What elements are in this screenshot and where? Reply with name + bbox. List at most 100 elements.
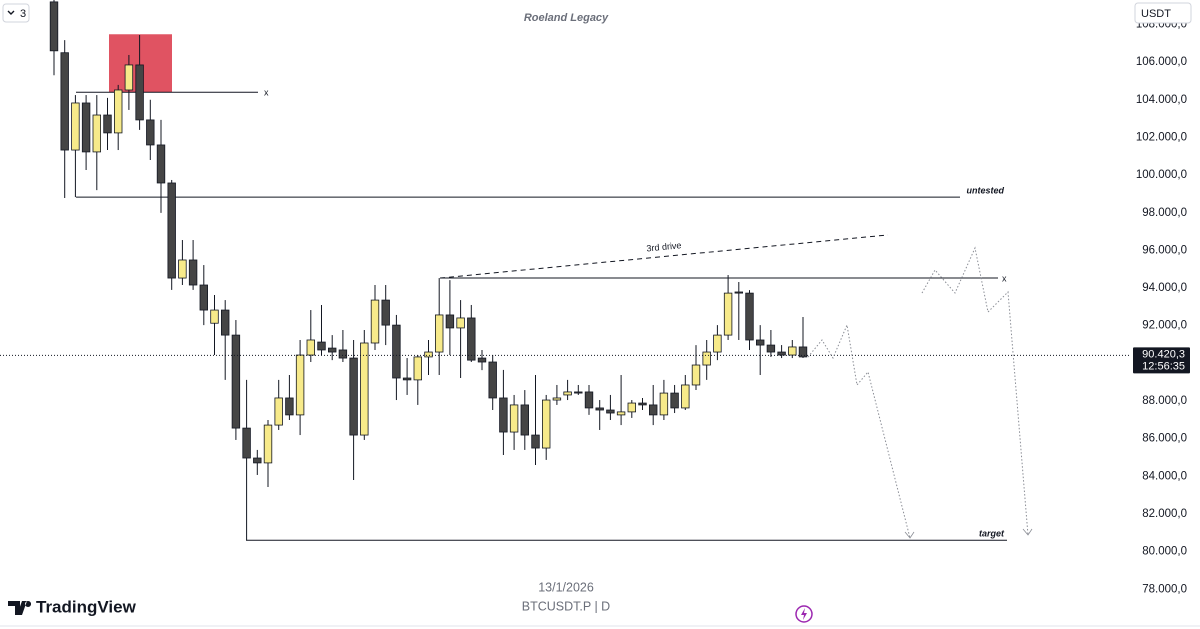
last-price-label: 90.420,3 <box>1142 348 1185 360</box>
candle-body <box>360 342 369 436</box>
candle-body <box>520 404 529 436</box>
candle-body <box>370 299 380 344</box>
candle-body <box>434 314 444 353</box>
candle-body <box>349 357 358 436</box>
candle-body <box>413 356 422 381</box>
candle-body <box>477 357 487 363</box>
candle-body <box>509 404 519 433</box>
y-tick-label: 88.000,0 <box>1142 395 1187 407</box>
candle-body <box>542 399 551 449</box>
candle-body <box>723 292 733 336</box>
level-label: untested <box>966 185 1004 195</box>
candle-body <box>263 424 273 464</box>
indicator-count: 3 <box>20 8 26 20</box>
y-tick-label: 98.000,0 <box>1142 207 1187 219</box>
currency-button[interactable] <box>1134 2 1192 24</box>
candle-body <box>60 52 69 151</box>
candle-body <box>220 309 230 336</box>
chart-title: Roeland Legacy <box>524 12 609 24</box>
y-tick-label: 84.000,0 <box>1142 470 1187 482</box>
candle-body <box>199 284 208 311</box>
projection-arrow <box>1022 528 1033 536</box>
candle-body <box>242 427 251 459</box>
candle-body <box>691 364 701 386</box>
y-tick-label: 92.000,0 <box>1142 320 1187 332</box>
candle-body <box>92 114 101 153</box>
candle-body <box>81 102 91 153</box>
candle-body <box>178 259 187 279</box>
candle-body <box>627 402 636 413</box>
candle-body <box>327 347 337 353</box>
candle-body <box>231 334 241 429</box>
candle-body <box>306 339 315 356</box>
y-tick-label: 86.000,0 <box>1142 433 1187 445</box>
candle-body <box>274 397 283 426</box>
candle-body <box>713 334 722 353</box>
candle-body <box>135 64 144 121</box>
candle-body <box>338 349 348 359</box>
candle-body <box>606 409 615 414</box>
chevron-icon <box>7 10 15 15</box>
date-label: 13/1/2026 <box>538 580 594 594</box>
level-label: x <box>1002 273 1007 283</box>
projection-path <box>807 323 911 539</box>
y-tick-label: 96.000,0 <box>1142 244 1187 256</box>
y-tick-label: 94.000,0 <box>1142 282 1187 294</box>
candle-body <box>584 391 594 409</box>
candle-body <box>777 351 786 356</box>
candle-body <box>563 391 572 396</box>
alert-icon[interactable] <box>795 605 813 623</box>
candle-body <box>156 144 166 184</box>
candle-body <box>210 309 219 324</box>
candle-body <box>114 89 123 134</box>
candle-body <box>445 314 455 329</box>
indicator-toggle[interactable] <box>2 3 30 23</box>
y-tick-label: 100.000,0 <box>1136 169 1187 181</box>
projection-path <box>921 246 1029 536</box>
candle-body <box>552 397 562 401</box>
candle-body <box>71 102 80 151</box>
candle-body <box>766 344 776 353</box>
plot: 78.000,0 80.000,0 82.000,0 84.000,0 86.000,0… <box>0 0 1190 595</box>
candle-body <box>402 377 412 381</box>
alert-bolt <box>801 608 807 620</box>
trend-label: 3rd drive <box>646 240 682 253</box>
candle-body <box>798 346 808 358</box>
candle-body <box>49 1 59 52</box>
projection-arrow <box>904 531 915 539</box>
brand-logo <box>8 601 32 615</box>
candle-body <box>788 346 797 356</box>
y-tick-label: 102.000,0 <box>1136 131 1187 143</box>
candle-body <box>702 351 711 366</box>
candle-body <box>734 291 743 294</box>
candle-body <box>574 391 583 394</box>
candle-body <box>424 351 433 358</box>
candle-body <box>285 397 294 416</box>
candle-body <box>659 392 669 416</box>
y-tick-label: 106.000,0 <box>1136 56 1187 68</box>
candle-body <box>467 317 476 361</box>
candle-body <box>124 64 134 91</box>
candle-body <box>392 324 401 379</box>
candle-body <box>595 407 604 411</box>
level-label: target <box>979 529 1005 539</box>
currency-label: USDT <box>1141 8 1171 20</box>
y-tick-label: 104.000,0 <box>1136 94 1187 106</box>
candle-body <box>616 411 626 416</box>
candle-body <box>381 299 390 326</box>
trend-line <box>439 234 889 279</box>
brand-name: TradingView <box>36 597 137 616</box>
candle-body <box>681 384 690 409</box>
candle-body <box>638 402 647 406</box>
candle-body <box>103 114 112 134</box>
candle-body <box>317 341 326 351</box>
candle-body <box>499 397 508 433</box>
candle-body <box>188 259 198 286</box>
y-tick-label: 82.000,0 <box>1142 508 1187 520</box>
last-price-box <box>1133 347 1190 374</box>
candle-body <box>745 292 754 341</box>
candle-body <box>456 317 465 329</box>
y-tick-label: 78.000,0 <box>1142 583 1187 595</box>
